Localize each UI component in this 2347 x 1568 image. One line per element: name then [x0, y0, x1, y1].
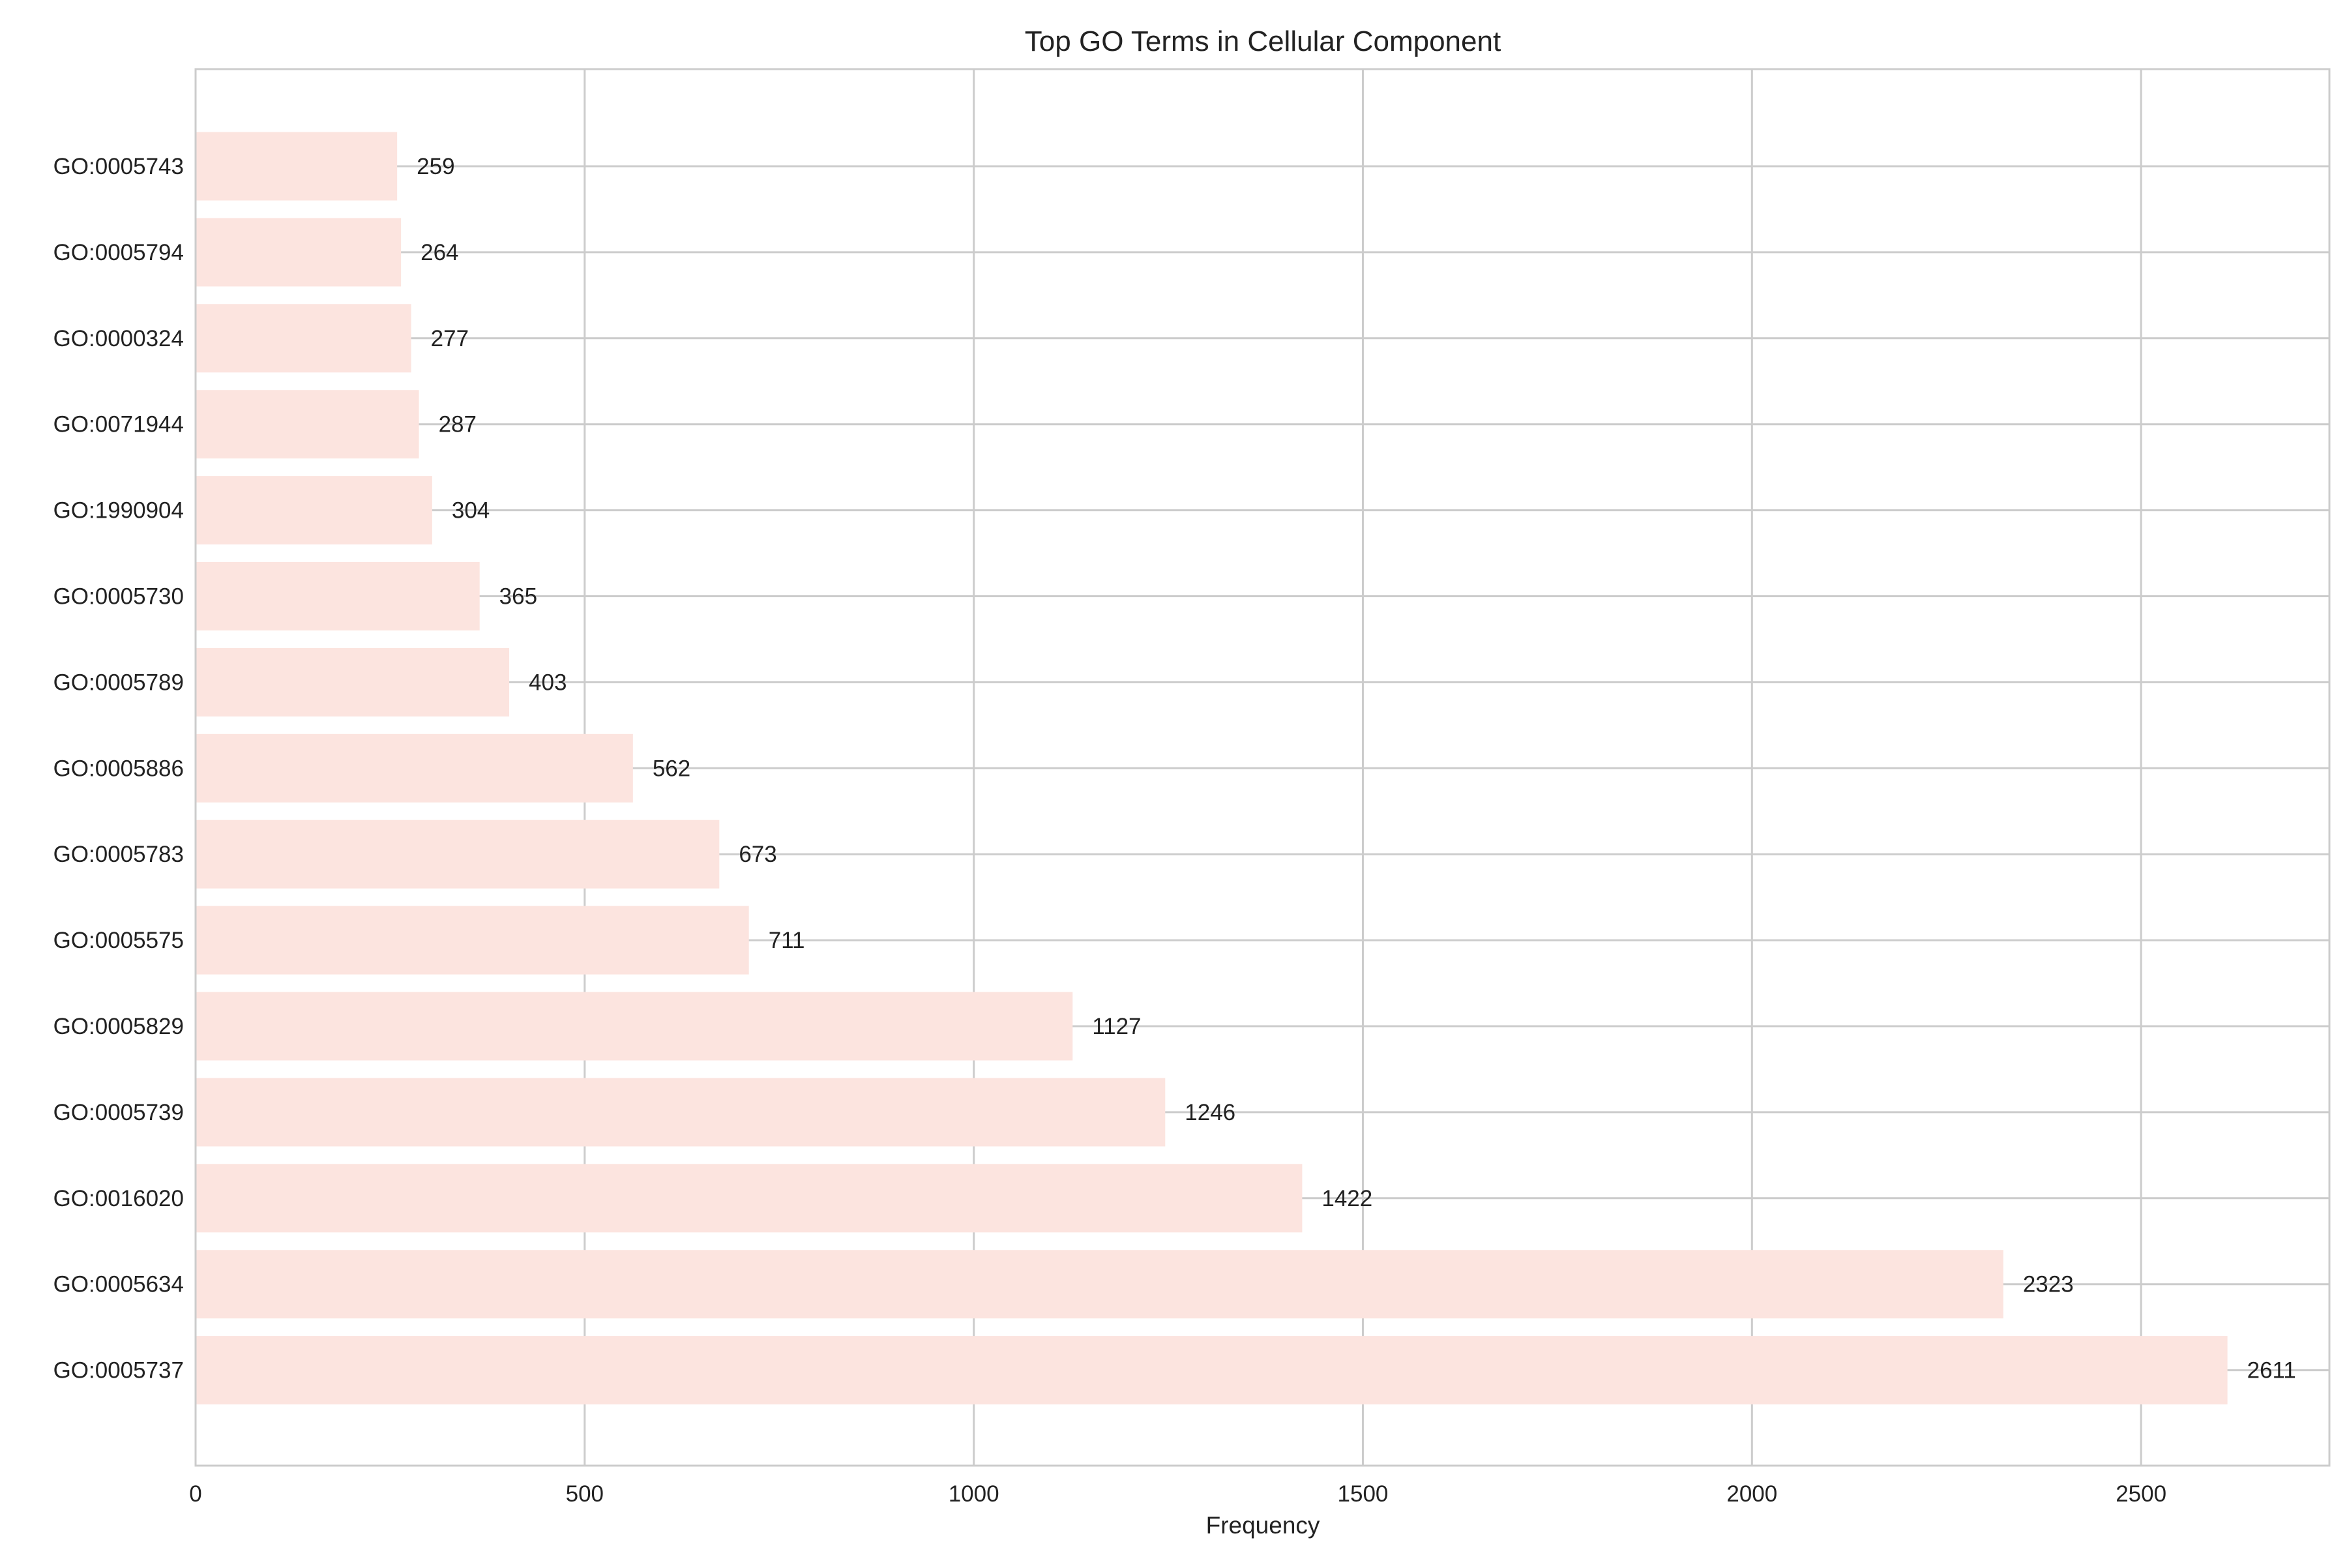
bar-value-label: 259	[417, 154, 454, 179]
x-tick-label: 500	[566, 1481, 604, 1507]
bar	[196, 647, 510, 717]
bar	[196, 1078, 1166, 1147]
bar	[196, 562, 480, 630]
bar	[196, 218, 402, 287]
y-tick-label: GO:0005789	[53, 670, 184, 695]
bar-value-label: 2611	[2247, 1358, 2296, 1383]
y-tick-label: GO:0005743	[53, 154, 184, 179]
bar-value-label: 562	[653, 756, 690, 781]
x-tick-label: 2500	[2116, 1481, 2166, 1507]
bar	[196, 304, 411, 373]
bar-value-label: 673	[739, 842, 776, 867]
bar-value-label: 277	[431, 326, 469, 351]
plot-frame	[194, 68, 2331, 1467]
bar-value-label: 1127	[1092, 1014, 1141, 1039]
x-tick-label: 0	[189, 1481, 201, 1507]
bar	[196, 906, 749, 975]
x-tick-label: 1000	[949, 1481, 999, 1507]
bar	[196, 390, 419, 459]
chart-title: Top GO Terms in Cellular Component	[1025, 25, 1501, 57]
y-tick-label: GO:0005737	[53, 1358, 184, 1383]
bar	[196, 1164, 1303, 1233]
y-tick-label: GO:0005634	[53, 1272, 184, 1297]
y-tick-label: GO:0071944	[53, 412, 184, 437]
y-axis-tick-labels: GO:0005743 GO:0005794 GO:0000324 GO:0071944…	[53, 154, 184, 1383]
y-tick-label: GO:0005829	[53, 1014, 184, 1039]
y-tick-label: GO:0005886	[53, 756, 184, 781]
bars	[196, 132, 2228, 1405]
bar	[196, 132, 398, 201]
bar-value-label: 264	[421, 240, 458, 265]
bar	[196, 820, 720, 889]
bar	[196, 1336, 2228, 1405]
bar-value-label: 287	[439, 412, 477, 437]
y-tick-label: GO:0005575	[53, 928, 184, 953]
bar	[196, 733, 633, 803]
y-tick-label: GO:0005730	[53, 584, 184, 610]
y-tick-label: GO:0005783	[53, 842, 184, 867]
bar-value-label: 711	[769, 928, 805, 953]
bar-value-label: 403	[529, 670, 567, 695]
bar-value-label: 2323	[2023, 1272, 2074, 1297]
bar-value-label: 304	[452, 498, 490, 524]
bar-value-label: 365	[499, 584, 537, 610]
bar-value-label: 1246	[1185, 1100, 1235, 1125]
x-tick-label: 2000	[1726, 1481, 1777, 1507]
x-axis-tick-labels: 0 500 1000 1500 2000 2500	[189, 1481, 2166, 1507]
x-axis-label: Frequency	[1206, 1512, 1320, 1539]
bar	[196, 1250, 2003, 1319]
y-tick-label: GO:0005739	[53, 1100, 184, 1125]
bar-value-label: 1422	[1321, 1186, 1372, 1211]
x-tick-label: 1500	[1338, 1481, 1389, 1507]
bar	[196, 476, 432, 545]
bar	[196, 992, 1073, 1061]
y-tick-label: GO:0016020	[53, 1186, 184, 1211]
y-tick-label: GO:0005794	[53, 240, 184, 265]
data-labels: 259 264 277 287 304 365 403 562 673 711 1127 1246 14…	[417, 154, 2296, 1383]
y-tick-label: GO:0000324	[53, 326, 184, 351]
y-tick-label: GO:1990904	[53, 498, 184, 524]
